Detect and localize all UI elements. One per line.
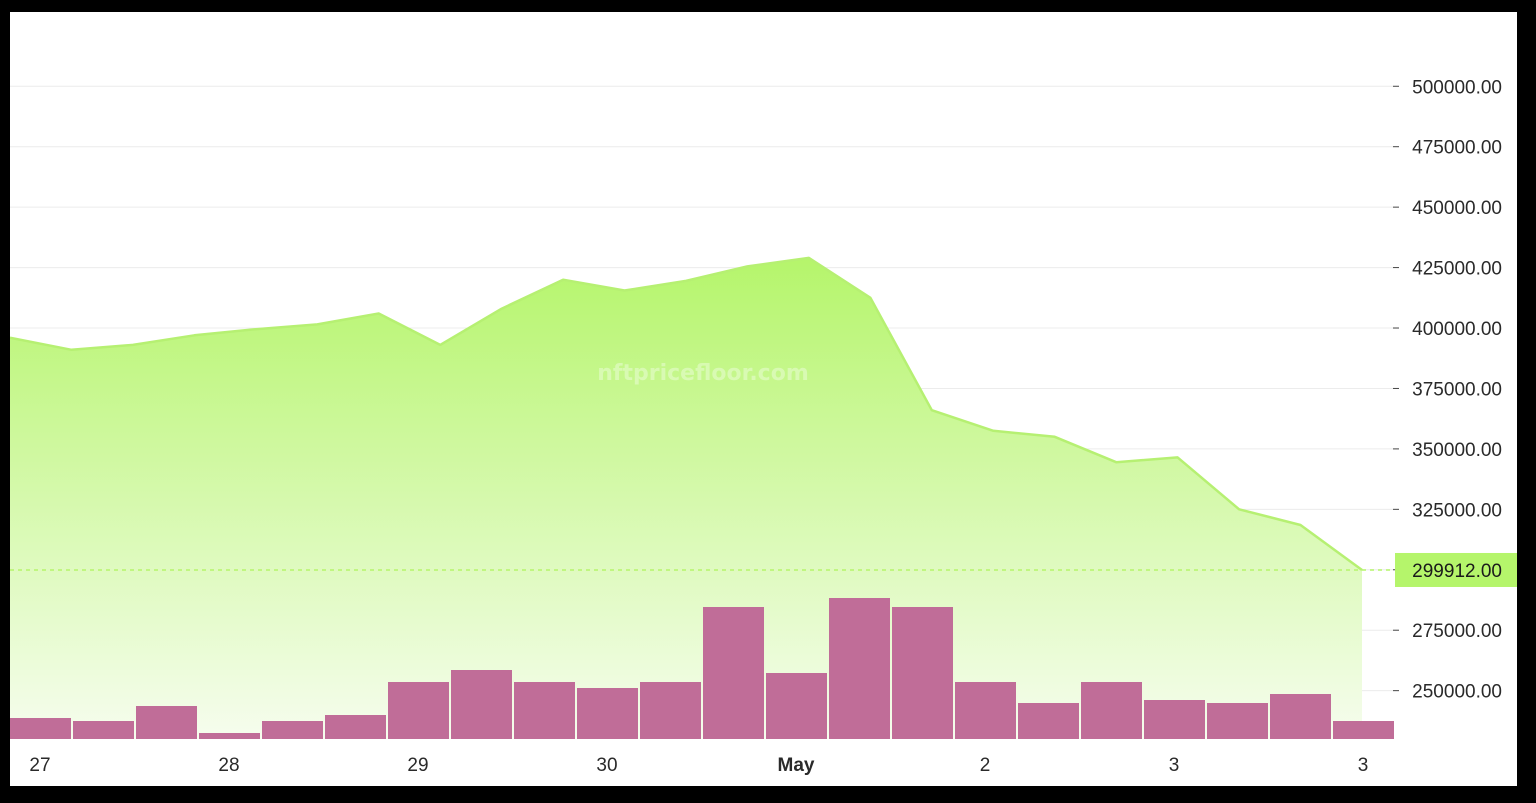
y-axis: 250000.00 275000.00 325000.00 350000.00 3750… [1393,77,1502,703]
watermark-text: nftpricefloor.com [597,361,809,386]
volume-bar [766,673,827,739]
y-tick-label: 500000.00 [1412,77,1502,98]
volume-bar [1270,694,1331,739]
volume-bar [136,706,197,739]
x-axis: 27 28 29 30 May 2 3 3 [29,755,1368,776]
last-price-label: 299912.00 [1412,561,1502,582]
x-tick-label: 27 [29,755,50,776]
volume-bar [1207,703,1268,739]
y-tick-label: 450000.00 [1412,198,1502,219]
y-tick-label: 325000.00 [1412,500,1502,521]
volume-bar [640,682,701,739]
volume-bar [199,733,260,739]
volume-bar [1081,682,1142,739]
volume-bar [703,607,764,739]
volume-bar [325,715,386,739]
volume-bar [829,598,890,739]
volume-bar [955,682,1016,739]
y-tick-label: 425000.00 [1412,259,1502,280]
x-tick-label: 30 [596,755,617,776]
volume-bar [10,718,71,739]
y-tick-label: 375000.00 [1412,379,1502,400]
x-tick-label: 3 [1358,755,1369,776]
y-tick-label: 250000.00 [1412,682,1502,703]
x-tick-label: 28 [218,755,239,776]
y-tick-label: 400000.00 [1412,319,1502,340]
volume-bar [1333,721,1394,739]
x-tick-label: 29 [407,755,428,776]
x-tick-label: 2 [980,755,991,776]
volume-bar [1018,703,1079,739]
volume-bar [388,682,449,739]
volume-bar [514,682,575,739]
volume-bar [73,721,134,739]
volume-bar [577,688,638,739]
price-chart: nftpricefloor.com 250000.00275000.003250… [10,77,1517,776]
x-tick-label: May [778,755,815,776]
volume-bar [262,721,323,739]
y-tick-label: 475000.00 [1412,138,1502,159]
chart-frame: nftpricefloor.com 250000.00 275000.00 3250… [10,12,1517,786]
price-area-fill [10,257,1362,739]
y-tick-label: 275000.00 [1412,621,1502,642]
price-area [10,256,1363,739]
volume-bars [10,598,1394,739]
last-price-badge [1395,552,1517,587]
price-line [10,256,1363,572]
last-price-marker: 299912.00 [10,552,1517,587]
volume-bar [1144,700,1205,739]
volume-bar [892,607,953,739]
y-tick-label: 350000.00 [1412,440,1502,461]
x-tick-label: 3 [1169,755,1180,776]
volume-bar [451,670,512,739]
